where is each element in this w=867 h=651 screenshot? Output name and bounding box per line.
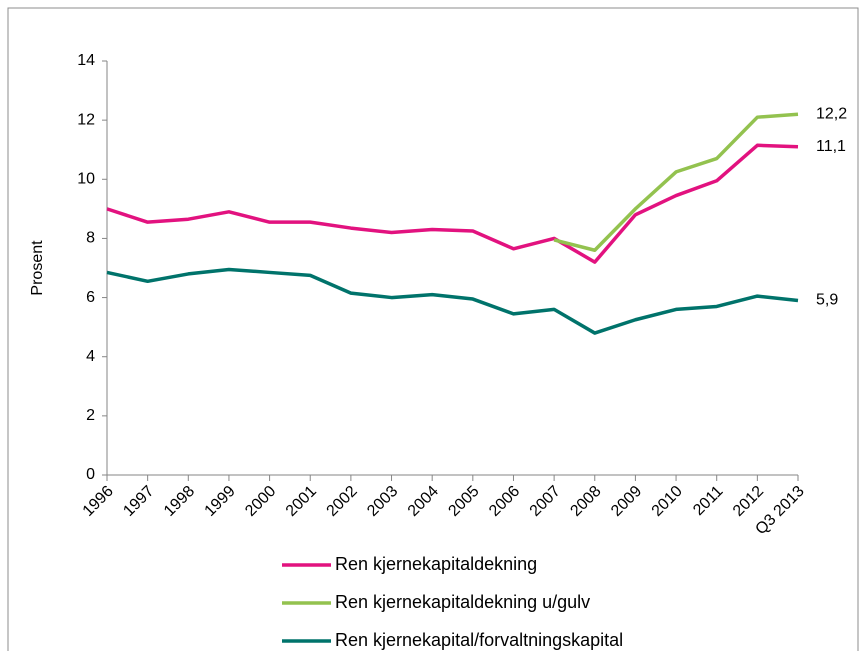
- data-label: 5,9: [816, 292, 838, 309]
- data-label: 12,2: [816, 105, 847, 122]
- series-line: [106, 267, 799, 335]
- y-tick-label: 6: [86, 289, 95, 306]
- x-tick-label: 2003: [364, 483, 401, 520]
- x-tick-label: 1997: [120, 483, 157, 520]
- x-tick-label: 2012: [730, 483, 767, 520]
- x-tick-label: 2002: [324, 483, 361, 520]
- legend-label: Ren kjernekapitaldekning u/gulv: [335, 592, 590, 612]
- legend-label: Ren kjernekapital/forvaltningskapital: [335, 630, 623, 650]
- x-tick-label: 2006: [486, 483, 523, 520]
- x-tick-label: 2009: [608, 483, 645, 520]
- y-axis-label: Prosent: [29, 240, 46, 296]
- y-tick-label: 0: [86, 466, 95, 483]
- data-label: 11,1: [816, 138, 846, 155]
- x-tick-label: 2005: [445, 483, 482, 520]
- y-tick-label: 10: [77, 171, 95, 188]
- legend-label: Ren kjernekapitaldekning: [335, 554, 537, 574]
- y-tick-label: 4: [86, 348, 95, 365]
- x-tick-label: 2001: [283, 483, 320, 520]
- x-tick-label: 2010: [649, 483, 686, 520]
- y-tick-label: 12: [77, 111, 95, 128]
- y-tick-label: 2: [86, 407, 95, 424]
- y-tick-label: 8: [86, 230, 95, 247]
- x-tick-label: 2007: [527, 483, 564, 520]
- x-tick-label: 2000: [242, 483, 279, 520]
- x-tick-label: 2011: [690, 483, 726, 519]
- frame: [7, 7, 859, 651]
- x-tick-label: 2004: [405, 483, 442, 520]
- y-tick-label: 14: [77, 52, 95, 69]
- x-tick-label: 1996: [80, 483, 117, 520]
- x-tick-label: 1998: [161, 483, 198, 520]
- series-line: [106, 143, 799, 264]
- x-tick-label: 2008: [567, 483, 604, 520]
- series-line: [553, 112, 799, 253]
- x-tick-label: 1999: [202, 483, 239, 520]
